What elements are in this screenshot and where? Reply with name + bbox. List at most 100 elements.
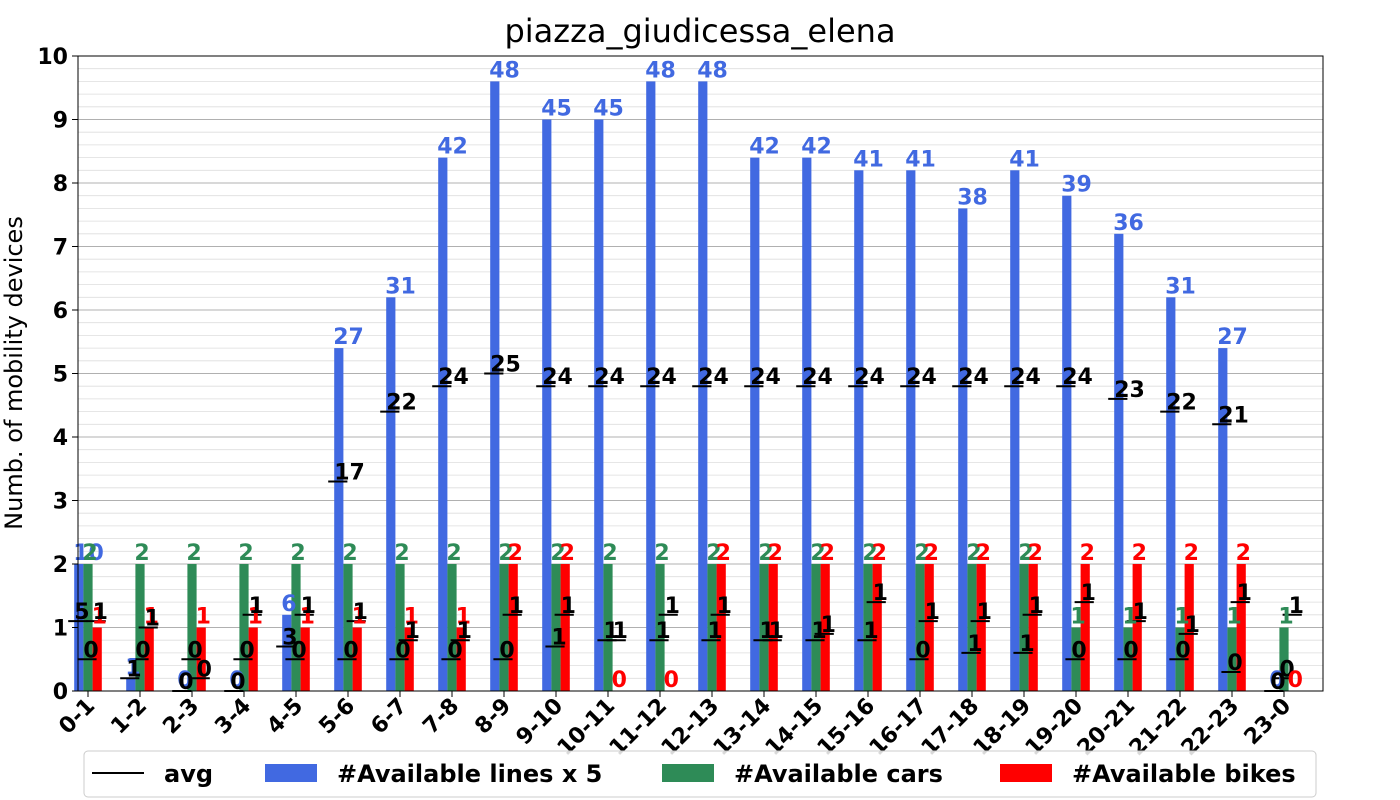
- avg-value-label: 1: [717, 594, 732, 619]
- bar-2: [352, 627, 362, 691]
- bar-value-label: 2: [820, 541, 835, 566]
- bar-value-label: 45: [541, 97, 572, 122]
- y-tick-label: 3: [53, 490, 68, 515]
- bar-value-label: 2: [342, 541, 357, 566]
- avg-value-label: 1: [301, 594, 316, 619]
- bar-value-label: 2: [508, 541, 523, 566]
- avg-value-label: 3: [282, 626, 297, 651]
- bar-value-label: 2: [1132, 541, 1147, 566]
- bar-value-label: 41: [1009, 147, 1040, 172]
- bar-2: [456, 627, 466, 691]
- bar-0: [906, 170, 916, 692]
- y-tick-label: 8: [53, 172, 68, 197]
- bar-value-label: 2: [560, 541, 575, 566]
- bar-1: [863, 564, 873, 691]
- x-tick-label: 23-0: [1240, 694, 1297, 751]
- avg-value-label: 1: [93, 600, 108, 625]
- avg-value-label: 1: [509, 594, 524, 619]
- bar-value-label: 0: [664, 668, 679, 693]
- avg-value-label: 0: [1227, 651, 1242, 676]
- avg-value-label: 0: [1123, 638, 1138, 663]
- bar-0: [1166, 297, 1176, 691]
- bar-1: [1019, 564, 1029, 691]
- bar-value-label: 1: [196, 605, 211, 630]
- bar-0: [1010, 170, 1020, 692]
- bar-0: [802, 157, 812, 692]
- bar-value-label: 48: [697, 58, 728, 83]
- bar-value-label: 6: [281, 592, 296, 617]
- bar-value-label: 2: [550, 541, 565, 566]
- bar-value-label: 2: [1018, 541, 1033, 566]
- bar-value-label: 2: [914, 541, 929, 566]
- bar-2: [1080, 564, 1090, 691]
- bar-0: [490, 81, 500, 691]
- bar-value-label: 1: [125, 655, 140, 680]
- y-tick-label: 10: [37, 45, 68, 70]
- x-tick-label: 8-9: [470, 694, 516, 740]
- bar-2: [1028, 564, 1038, 691]
- y-tick-label: 6: [53, 299, 68, 324]
- legend-patch-swatch: [265, 764, 317, 782]
- avg-value-label: 0: [395, 638, 410, 663]
- bar-value-label: 45: [593, 97, 624, 122]
- bar-value-label: 1: [248, 605, 263, 630]
- avg-value-label: 1: [561, 594, 576, 619]
- avg-value-label: 1: [873, 581, 888, 606]
- avg-value-label: 17: [334, 460, 365, 485]
- bar-value-label: 2: [1028, 541, 1043, 566]
- bar-value-label: 2: [290, 541, 305, 566]
- legend-label: #Available bikes: [1072, 760, 1296, 788]
- avg-value-label: 24: [1062, 365, 1093, 390]
- bar-0: [386, 297, 396, 691]
- y-tick-label: 2: [53, 553, 68, 578]
- bar-value-label: 48: [489, 58, 520, 83]
- bar-value-label: 1: [1122, 605, 1137, 630]
- bars: [74, 81, 1289, 692]
- bar-value-label: 1: [352, 605, 367, 630]
- bar-value-label: 1: [144, 605, 159, 630]
- avg-value-label: 24: [854, 365, 885, 390]
- legend-patch-swatch: [662, 764, 714, 782]
- bar-2: [404, 627, 414, 691]
- y-tick-label: 9: [53, 109, 68, 134]
- bar-value-label: 27: [1217, 325, 1248, 350]
- x-tick-label: 1-2: [106, 694, 152, 740]
- avg-value-label: 22: [386, 391, 417, 416]
- avg-value-label: 1: [1019, 632, 1034, 657]
- bar-value-label: 2: [446, 541, 461, 566]
- avg-value-label: 24: [1010, 365, 1041, 390]
- bar-2: [508, 564, 518, 691]
- y-tick-label: 1: [53, 617, 68, 642]
- avg-value-label: 1: [821, 613, 836, 638]
- bar-value-label: 2: [966, 541, 981, 566]
- bar-value-label: 38: [957, 185, 988, 210]
- bar-2: [92, 627, 102, 691]
- bar-value-label: 2: [1236, 541, 1251, 566]
- bar-1: [967, 564, 977, 691]
- avg-value-label: 1: [1081, 581, 1096, 606]
- bar-0: [594, 119, 604, 691]
- avg-value-label: 24: [750, 365, 781, 390]
- bar-value-label: 48: [645, 58, 676, 83]
- bar-2: [560, 564, 570, 691]
- bar-value-label: 2: [394, 541, 409, 566]
- avg-value-label: 0: [197, 657, 212, 682]
- bar-0: [74, 564, 84, 691]
- bar-0: [1114, 233, 1124, 692]
- bar-value-label: 2: [924, 541, 939, 566]
- bar-value-label: 31: [385, 274, 416, 299]
- avg-value-label: 24: [906, 365, 937, 390]
- bar-value-label: 2: [186, 541, 201, 566]
- bar-0: [1218, 348, 1228, 691]
- bar-0: [126, 678, 136, 691]
- avg-value-label: 1: [1289, 594, 1304, 619]
- bar-2: [196, 627, 206, 691]
- bar-value-label: 42: [801, 135, 832, 160]
- legend: avg #Available lines x 5 #Available cars #A…: [83, 750, 1317, 798]
- bar-1: [811, 564, 821, 691]
- x-tick-label: 7-8: [418, 694, 464, 740]
- bar-1: [291, 564, 301, 691]
- avg-value-label: 0: [1279, 657, 1294, 682]
- avg-value-label: 1: [759, 619, 774, 644]
- bar-2: [1236, 564, 1246, 691]
